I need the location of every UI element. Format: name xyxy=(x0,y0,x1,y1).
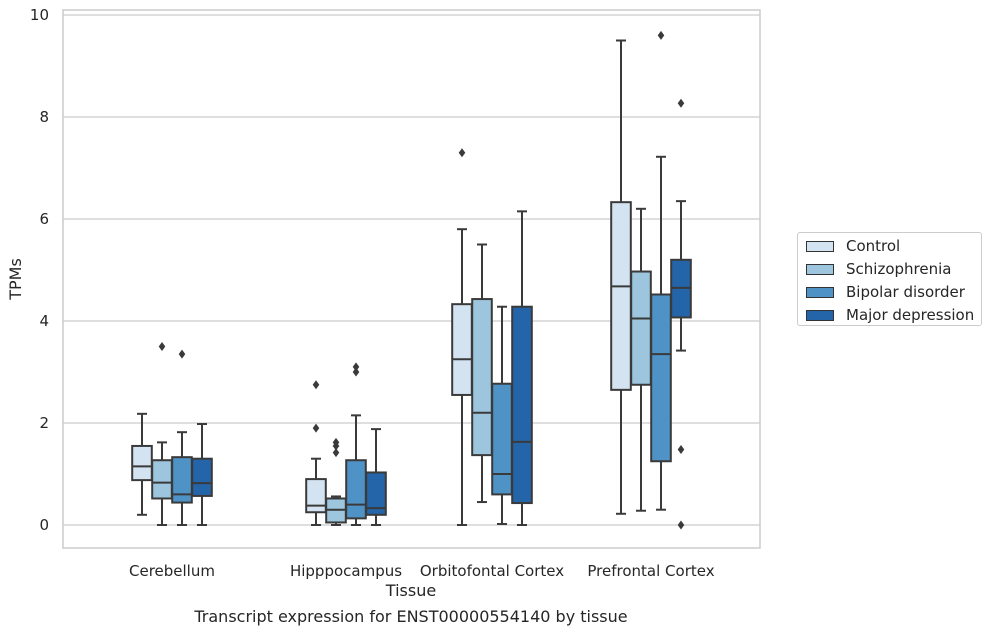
legend-swatch-control xyxy=(806,240,834,252)
box-major-depression-2 xyxy=(511,210,533,526)
box-schizophrenia-3 xyxy=(630,207,652,512)
box-schizophrenia-1 xyxy=(325,437,347,526)
legend-swatch-bipolar-disorder xyxy=(806,286,834,298)
outlier-point xyxy=(178,349,186,359)
box-bipolar-disorder-1 xyxy=(345,362,367,526)
box-iqr xyxy=(191,457,213,497)
box-bipolar-disorder-0 xyxy=(171,349,193,526)
outlier-point xyxy=(332,448,340,458)
outlier-point xyxy=(312,423,320,433)
legend-label-bipolar-disorder: Bipolar disorder xyxy=(846,283,965,301)
outlier-point xyxy=(158,342,166,351)
box-schizophrenia-2 xyxy=(471,243,493,504)
legend-item-major-depression: Major depression xyxy=(806,305,974,325)
legend-swatch-schizophrenia xyxy=(806,263,834,275)
x-tick-label-hipppocampus: Hipppocampus xyxy=(290,562,402,580)
boxes xyxy=(131,30,692,530)
x-tick-labels: Cerebellum Hipppocampus Orbitofontal Corte… xyxy=(129,562,715,580)
plot-frame xyxy=(62,9,761,549)
box-iqr xyxy=(305,478,327,514)
box-schizophrenia-0 xyxy=(151,342,173,526)
outlier-point xyxy=(677,98,685,108)
outlier-point xyxy=(677,445,685,455)
legend-item-schizophrenia: Schizophrenia xyxy=(806,259,951,279)
box-iqr xyxy=(451,303,473,396)
outlier-point xyxy=(352,362,360,372)
box-iqr xyxy=(610,201,632,391)
y-tick-label-10: 10 xyxy=(30,6,49,24)
box-iqr xyxy=(151,459,173,500)
legend: Control Schizophrenia Bipolar disorder M… xyxy=(797,232,982,326)
box-control-2 xyxy=(451,148,473,526)
box-major-depression-1 xyxy=(365,428,387,526)
legend-label-control: Control xyxy=(846,237,901,255)
y-axis-label: TPMs xyxy=(6,258,25,301)
y-tick-label-8: 8 xyxy=(39,108,49,126)
box-iqr xyxy=(171,456,193,504)
box-iqr xyxy=(365,471,387,516)
y-tick-labels: 0 2 4 6 8 10 xyxy=(30,6,49,534)
box-major-depression-0 xyxy=(191,423,213,526)
box-control-1 xyxy=(305,380,327,526)
outlier-point xyxy=(657,30,665,40)
x-axis-label: Tissue xyxy=(385,581,436,600)
x-tick-label-prefrontal-cortex: Prefrontal Cortex xyxy=(587,562,714,580)
outlier-point xyxy=(458,148,466,158)
box-iqr xyxy=(650,293,672,463)
legend-item-control: Control xyxy=(806,236,900,256)
legend-item-bipolar-disorder: Bipolar disorder xyxy=(806,282,965,302)
x-tick-label-orbitofontal-cortex: Orbitofontal Cortex xyxy=(420,562,564,580)
gridlines xyxy=(63,14,760,526)
box-iqr xyxy=(471,298,493,457)
x-tick-label-cerebellum: Cerebellum xyxy=(129,562,215,580)
outlier-point xyxy=(312,380,320,390)
y-tick-label-6: 6 xyxy=(39,210,49,228)
legend-swatch-major-depression xyxy=(806,309,834,321)
legend-label-major-depression: Major depression xyxy=(846,306,975,324)
y-tick-label-4: 4 xyxy=(39,312,49,330)
box-iqr xyxy=(345,459,367,520)
y-tick-label-2: 2 xyxy=(39,414,49,432)
box-bipolar-disorder-3 xyxy=(650,30,672,511)
box-bipolar-disorder-2 xyxy=(491,305,513,525)
box-iqr xyxy=(630,270,652,386)
box-iqr xyxy=(131,444,153,482)
box-iqr xyxy=(511,305,533,505)
box-major-depression-3 xyxy=(670,98,692,530)
outlier-point xyxy=(332,437,340,447)
legend-label-schizophrenia: Schizophrenia xyxy=(846,260,952,278)
box-control-0 xyxy=(131,412,153,516)
box-control-3 xyxy=(610,39,632,515)
outlier-point xyxy=(677,520,685,530)
chart-caption: Transcript expression for ENST0000055414… xyxy=(194,607,628,626)
y-tick-label-0: 0 xyxy=(39,516,49,534)
outlier-point xyxy=(352,367,360,377)
box-iqr xyxy=(491,382,513,496)
